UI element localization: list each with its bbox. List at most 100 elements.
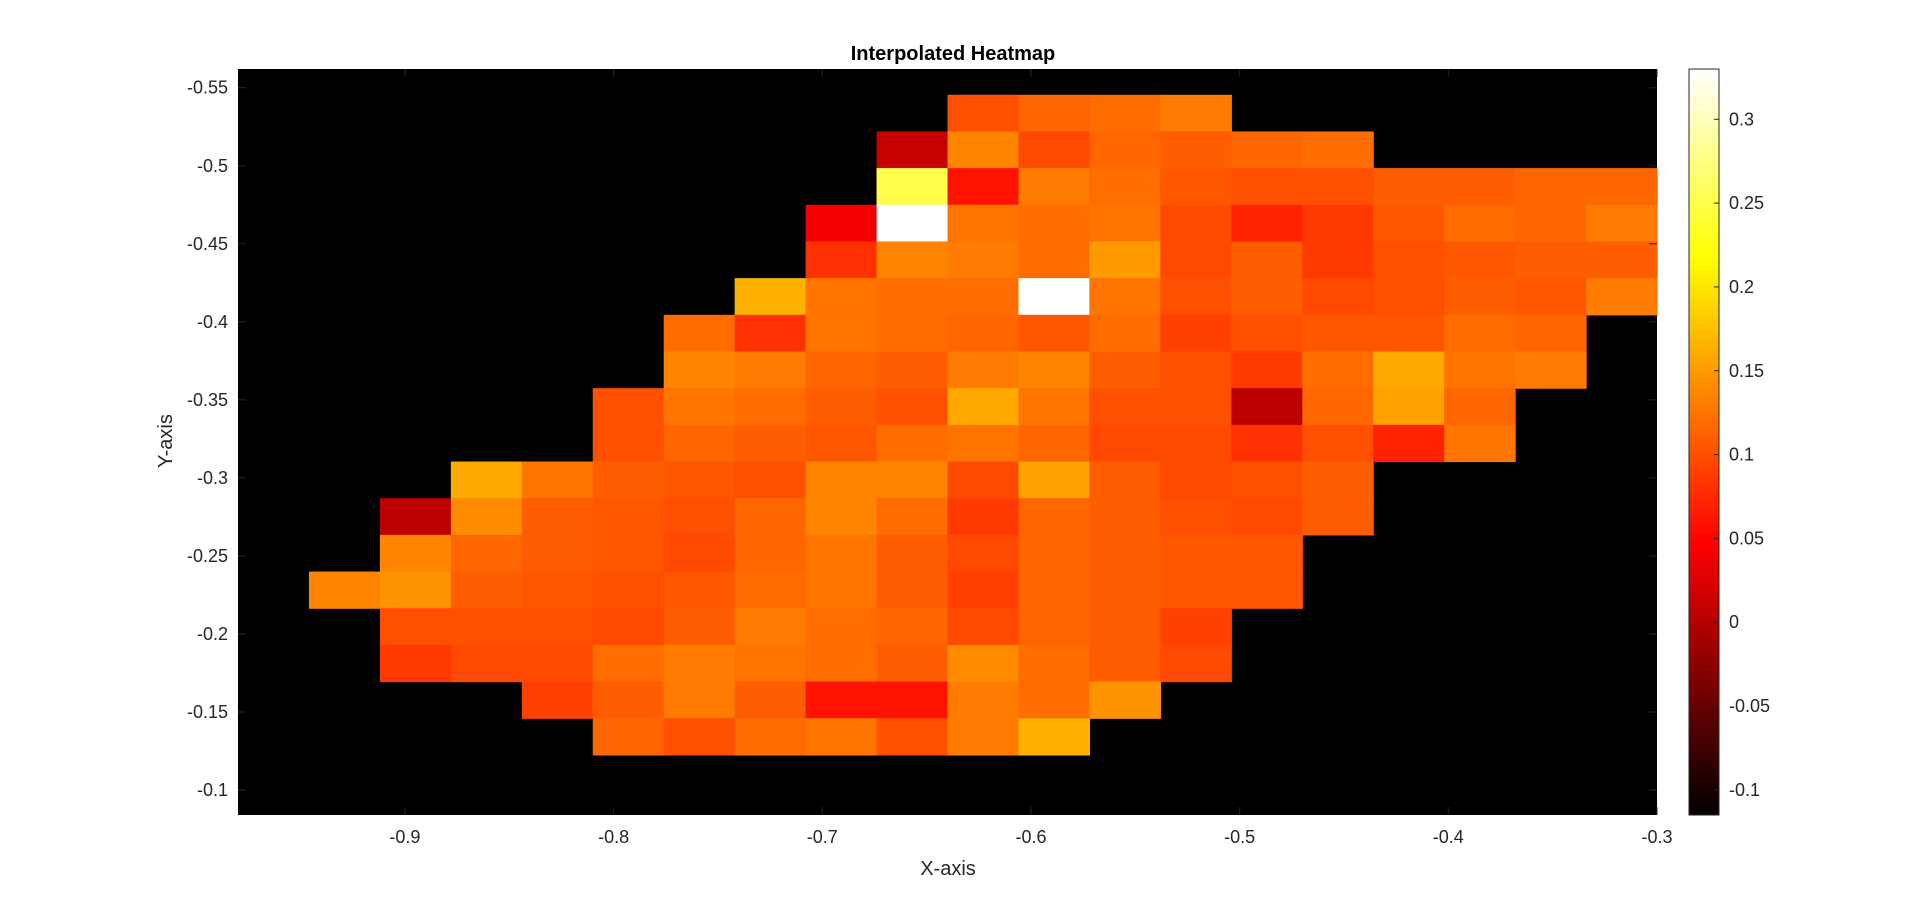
heatmap-cell: [1160, 571, 1232, 609]
heatmap-cell: [1089, 131, 1161, 169]
heatmap-cell: [805, 351, 878, 389]
heatmap-cell: [805, 424, 878, 463]
heatmap-cell: [734, 571, 807, 609]
heatmap-cell: [1231, 204, 1303, 243]
x-tick-label: -0.9: [389, 827, 420, 847]
heatmap-cell: [308, 571, 381, 609]
heatmap-cell: [1160, 498, 1232, 536]
heatmap-cell: [663, 498, 736, 536]
heatmap-cell: [876, 351, 949, 389]
heatmap-cell: [1302, 314, 1374, 353]
y-tick-label: -0.25: [187, 546, 228, 566]
heatmap-cell: [805, 498, 878, 536]
heatmap-cell: [876, 534, 949, 573]
heatmap-cell: [734, 278, 807, 316]
heatmap-cell: [663, 461, 736, 499]
heatmap-cell: [1231, 571, 1303, 609]
heatmap-cell: [947, 718, 1020, 756]
heatmap-cell: [805, 608, 878, 646]
heatmap-cell: [521, 644, 594, 683]
heatmap-cell: [1160, 241, 1232, 279]
heatmap-cell: [947, 534, 1020, 573]
heatmap-cell: [876, 241, 949, 279]
colorbar-tick-label: 0: [1729, 612, 1739, 632]
heatmap-cell: [947, 94, 1020, 133]
y-tick-label: -0.4: [197, 312, 228, 332]
heatmap-cell: [379, 534, 452, 573]
heatmap-cell: [1231, 351, 1303, 389]
heatmap-cell: [1302, 498, 1374, 536]
heatmap-cell: [1018, 534, 1090, 573]
heatmap-cell: [1515, 351, 1587, 389]
heatmap-cell: [1089, 351, 1161, 389]
heatmap-cell: [876, 608, 949, 646]
heatmap-cell: [876, 278, 949, 316]
heatmap-cell: [663, 424, 736, 463]
heatmap-cell: [1160, 534, 1232, 573]
heatmap-cell: [1018, 424, 1090, 463]
heatmap-cell: [1089, 241, 1161, 279]
heatmap-cell: [1018, 204, 1090, 243]
x-tick-label: -0.7: [807, 827, 838, 847]
y-tick-label: -0.5: [197, 156, 228, 176]
heatmap-cell: [663, 681, 736, 719]
heatmap-cell: [947, 424, 1020, 463]
heatmap-cell: [521, 571, 594, 609]
y-tick-label: -0.3: [197, 468, 228, 488]
heatmap-cell: [805, 204, 878, 243]
heatmap-cell: [663, 388, 736, 426]
heatmap-cell: [805, 571, 878, 609]
heatmap-cell: [1018, 644, 1090, 683]
heatmap-cell: [1444, 351, 1516, 389]
heatmap-cell: [1444, 424, 1516, 463]
heatmap-cell: [1444, 314, 1516, 353]
heatmap-cell: [521, 461, 594, 499]
heatmap-cell: [1160, 278, 1232, 316]
heatmap-cell: [1586, 168, 1658, 206]
colorbar: [1688, 68, 1720, 816]
heatmap-cell: [1089, 314, 1161, 353]
heatmap-cell: [1089, 278, 1161, 316]
heatmap-cell: [1018, 131, 1090, 169]
heatmap-cell: [521, 534, 594, 573]
heatmap-cell: [876, 461, 949, 499]
heatmap-cell: [1231, 131, 1303, 169]
heatmap-cell: [805, 388, 878, 426]
heatmap-cell: [1302, 204, 1374, 243]
y-tick-label: -0.2: [197, 624, 228, 644]
heatmap-cell: [1302, 241, 1374, 279]
heatmap-cell: [1089, 644, 1161, 683]
heatmap-cell: [805, 461, 878, 499]
x-tick-label: -0.6: [1015, 827, 1046, 847]
heatmap-cell: [521, 681, 594, 719]
heatmap-cell: [1089, 461, 1161, 499]
heatmap-cell: [1302, 278, 1374, 316]
heatmap-cell: [592, 461, 665, 499]
heatmap-cell: [1373, 241, 1445, 279]
heatmap-cell: [947, 351, 1020, 389]
heatmap-cell: [1586, 241, 1658, 279]
heatmap-cell: [1018, 168, 1090, 206]
heatmap-cell: [1089, 168, 1161, 206]
heatmap-cell: [734, 498, 807, 536]
heatmap-cell: [1160, 461, 1232, 499]
heatmap-cell: [1089, 388, 1161, 426]
heatmap-cell: [876, 644, 949, 683]
heatmap-cell: [1018, 351, 1090, 389]
heatmap-cell: [947, 168, 1020, 206]
heatmap-cell: [876, 718, 949, 756]
heatmap-cell: [876, 571, 949, 609]
heatmap-cell: [734, 424, 807, 463]
heatmap-cell: [1089, 608, 1161, 646]
colorbar-ticks: -0.1 -0.05 0 0.05 0.1 0.15 0.2 0.25 0.3: [1714, 109, 1770, 800]
heatmap-cell: [1018, 571, 1090, 609]
colorbar-tick-label: 0.1: [1729, 445, 1754, 465]
heatmap-cell: [1231, 498, 1303, 536]
heatmap-cell: [1089, 534, 1161, 573]
heatmap-cell: [592, 681, 665, 719]
heatmap-cell: [1160, 314, 1232, 353]
heatmap-cell: [592, 498, 665, 536]
heatmap-cell: [876, 204, 949, 243]
heatmap-cell: [379, 644, 452, 683]
